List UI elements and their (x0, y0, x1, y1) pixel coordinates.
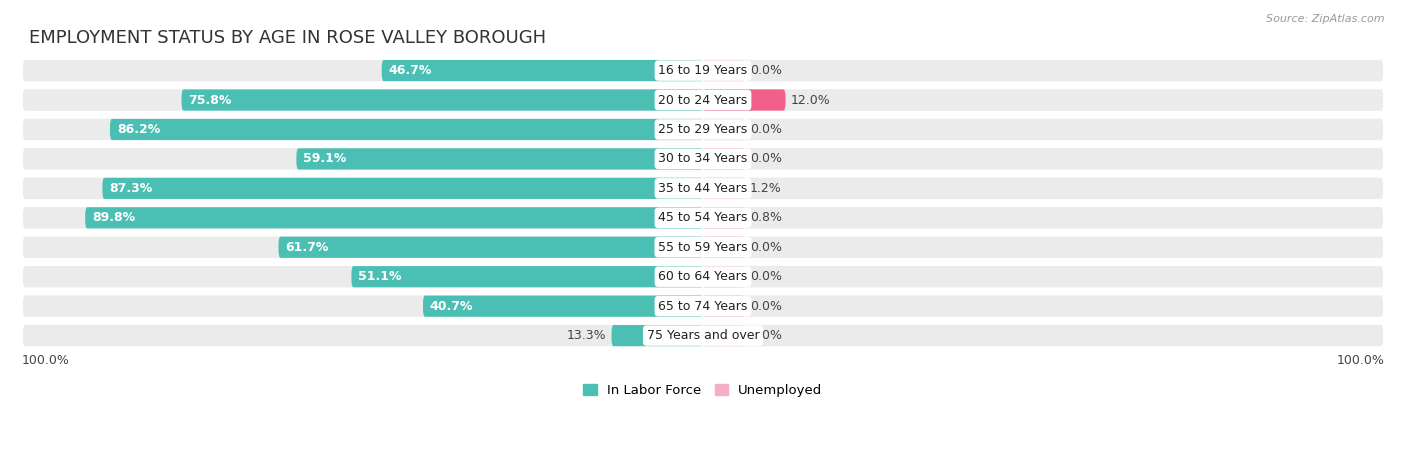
FancyBboxPatch shape (703, 60, 744, 81)
Text: 45 to 54 Years: 45 to 54 Years (658, 212, 748, 224)
FancyBboxPatch shape (381, 60, 703, 81)
Text: 35 to 44 Years: 35 to 44 Years (658, 182, 748, 195)
FancyBboxPatch shape (22, 88, 1384, 112)
Text: 0.0%: 0.0% (749, 123, 782, 136)
Text: 100.0%: 100.0% (1336, 354, 1384, 367)
Text: 0.0%: 0.0% (749, 64, 782, 77)
Text: 0.0%: 0.0% (749, 300, 782, 313)
Legend: In Labor Force, Unemployed: In Labor Force, Unemployed (578, 378, 828, 402)
FancyBboxPatch shape (110, 119, 703, 140)
FancyBboxPatch shape (22, 176, 1384, 200)
Text: 40.7%: 40.7% (430, 300, 474, 313)
FancyBboxPatch shape (703, 325, 744, 346)
Text: 0.0%: 0.0% (749, 153, 782, 166)
Text: 16 to 19 Years: 16 to 19 Years (658, 64, 748, 77)
Text: 0.0%: 0.0% (749, 241, 782, 254)
FancyBboxPatch shape (86, 207, 703, 229)
FancyBboxPatch shape (703, 178, 744, 199)
Text: 46.7%: 46.7% (388, 64, 432, 77)
FancyBboxPatch shape (22, 294, 1384, 318)
FancyBboxPatch shape (22, 118, 1384, 141)
Text: Source: ZipAtlas.com: Source: ZipAtlas.com (1267, 14, 1385, 23)
FancyBboxPatch shape (22, 147, 1384, 171)
Text: 1.2%: 1.2% (749, 182, 782, 195)
Text: 20 to 24 Years: 20 to 24 Years (658, 94, 748, 107)
FancyBboxPatch shape (703, 266, 744, 287)
FancyBboxPatch shape (703, 207, 744, 229)
FancyBboxPatch shape (352, 266, 703, 287)
Text: 55 to 59 Years: 55 to 59 Years (658, 241, 748, 254)
Text: 0.0%: 0.0% (749, 329, 782, 342)
FancyBboxPatch shape (103, 178, 703, 199)
Text: 86.2%: 86.2% (117, 123, 160, 136)
FancyBboxPatch shape (278, 237, 703, 258)
FancyBboxPatch shape (22, 235, 1384, 259)
FancyBboxPatch shape (703, 119, 744, 140)
Text: 25 to 29 Years: 25 to 29 Years (658, 123, 748, 136)
Text: 13.3%: 13.3% (567, 329, 606, 342)
FancyBboxPatch shape (703, 296, 744, 317)
FancyBboxPatch shape (297, 148, 703, 170)
FancyBboxPatch shape (22, 206, 1384, 230)
FancyBboxPatch shape (612, 325, 703, 346)
FancyBboxPatch shape (22, 324, 1384, 347)
Text: 100.0%: 100.0% (22, 354, 70, 367)
Text: 59.1%: 59.1% (304, 153, 347, 166)
Text: 30 to 34 Years: 30 to 34 Years (658, 153, 748, 166)
Text: 75.8%: 75.8% (188, 94, 232, 107)
FancyBboxPatch shape (703, 90, 786, 111)
Text: 75 Years and over: 75 Years and over (647, 329, 759, 342)
Text: 65 to 74 Years: 65 to 74 Years (658, 300, 748, 313)
Text: 12.0%: 12.0% (792, 94, 831, 107)
FancyBboxPatch shape (423, 296, 703, 317)
Text: 51.1%: 51.1% (359, 270, 402, 283)
FancyBboxPatch shape (703, 148, 744, 170)
Text: 61.7%: 61.7% (285, 241, 329, 254)
FancyBboxPatch shape (22, 265, 1384, 288)
Text: EMPLOYMENT STATUS BY AGE IN ROSE VALLEY BOROUGH: EMPLOYMENT STATUS BY AGE IN ROSE VALLEY … (28, 29, 546, 47)
FancyBboxPatch shape (181, 90, 703, 111)
Text: 87.3%: 87.3% (110, 182, 152, 195)
FancyBboxPatch shape (703, 237, 744, 258)
Text: 0.8%: 0.8% (749, 212, 782, 224)
Text: 60 to 64 Years: 60 to 64 Years (658, 270, 748, 283)
Text: 0.0%: 0.0% (749, 270, 782, 283)
FancyBboxPatch shape (22, 59, 1384, 82)
Text: 89.8%: 89.8% (91, 212, 135, 224)
